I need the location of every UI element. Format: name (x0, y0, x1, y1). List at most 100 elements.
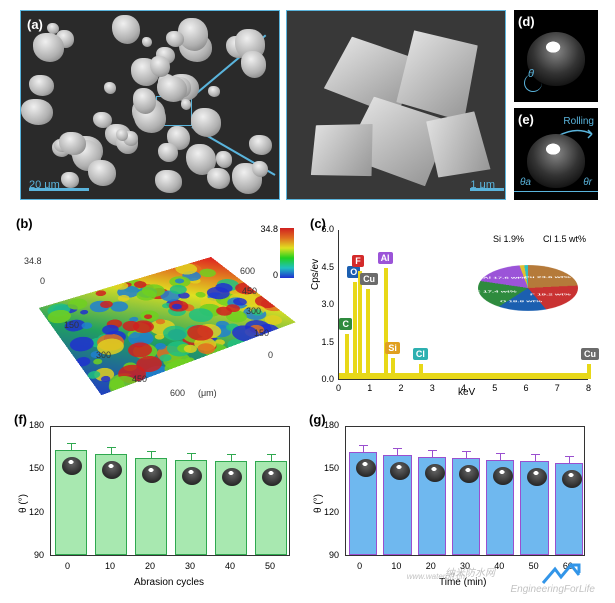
sem-particle (166, 31, 184, 47)
sem-particle (93, 112, 112, 128)
sem-particle (241, 51, 266, 77)
bar-ytick: 90 (34, 550, 44, 560)
pie-slice-label: O 18.8 wt% (500, 300, 542, 303)
afm-blob (74, 356, 92, 368)
panel-c-eds-spectrum: (c) COFCuAlSiClCu0.01.53.04.56.001234567… (308, 220, 598, 400)
watermark-url: www.wateroff.cn (407, 572, 465, 581)
afm-unit: (μm) (198, 388, 217, 398)
sem-particle (181, 99, 192, 110)
eds-peak-label: Cl (413, 348, 428, 360)
afm-tick: 0 (268, 350, 273, 360)
eds-xtick: 5 (492, 383, 497, 393)
afm-tick: 150 (64, 320, 79, 330)
bar (555, 463, 583, 555)
bar-ytick: 90 (329, 550, 339, 560)
eds-peak-label: Si (385, 342, 400, 354)
error-bar (231, 454, 232, 462)
error-bar (466, 451, 467, 459)
cb-max: 34.8 (260, 224, 278, 234)
error-bar (569, 456, 570, 464)
pie-slice-label: Cu 23.6 wt% (524, 276, 571, 279)
error-bar (397, 448, 398, 456)
eds-pie-chart: Cu 23.6 wt%F 19.2 wt%O 18.8 wt%C 17.4 wt… (478, 265, 578, 311)
sem-particle (33, 33, 64, 62)
droplet-inset-icon (142, 465, 162, 483)
eds-ytick: 0.0 (321, 374, 334, 384)
error-bar (432, 450, 433, 458)
droplet-inset-icon (562, 470, 582, 488)
eds-ytick: 4.5 (321, 262, 334, 272)
eds-peak-label: Cu (360, 273, 378, 285)
bar-xtick: 40 (225, 561, 235, 571)
chart-f-ylabel: θ (°) (18, 494, 29, 513)
eds-peak (366, 289, 370, 379)
eds-peak (391, 358, 395, 379)
water-droplet (527, 134, 585, 188)
bar (452, 458, 480, 555)
eds-peak-label: Cu (581, 348, 599, 360)
eds-ytick: 1.5 (321, 337, 334, 347)
eds-ylabel: Cps/ev (310, 259, 321, 290)
sem-particle (158, 143, 178, 162)
bar-xtick: 20 (426, 561, 436, 571)
panel-a-sem-high-mag: 1 μm (286, 10, 506, 200)
error-bar (271, 454, 272, 462)
eds-peak-label: F (352, 255, 364, 267)
droplet-inset-icon (493, 467, 513, 485)
afm-colorbar (280, 228, 294, 278)
panel-f-abrasion-chart: (f) 0102030405090120150180 θ (°) Abrasio… (14, 418, 299, 588)
sem-particle (29, 75, 54, 96)
eds-peak (353, 282, 357, 380)
bar (215, 461, 247, 555)
chart-g-ylabel: θ (°) (313, 494, 324, 513)
bar-ytick: 180 (29, 420, 44, 430)
bar-xtick: 10 (105, 561, 115, 571)
error-bar (500, 453, 501, 461)
chart-f-xlabel: Abrasion cycles (134, 577, 204, 588)
bar-xtick: 0 (357, 561, 362, 571)
droplet-inset-icon (222, 468, 242, 486)
watermark-en: EngineeringForLife (511, 584, 596, 595)
error-bar (111, 447, 112, 455)
theta-rec: θr (583, 177, 592, 188)
panel-label-d: (d) (518, 14, 535, 29)
pie-ext-si: Si 1.9% (493, 234, 524, 244)
sem-particle (142, 37, 152, 47)
error-bar (71, 443, 72, 451)
sem-particle (150, 56, 170, 77)
bar (55, 450, 87, 555)
bar-xtick: 10 (391, 561, 401, 571)
bar (383, 455, 411, 555)
bar-xtick: 50 (529, 561, 539, 571)
sem-particle (216, 151, 232, 167)
bar-ytick: 120 (324, 507, 339, 517)
eds-peak-label: Al (378, 252, 393, 264)
panel-label-b: (b) (16, 216, 33, 231)
bar-xtick: 50 (265, 561, 275, 571)
bar (520, 461, 548, 555)
eds-peak (419, 364, 423, 379)
afm-tick: 0 (40, 276, 45, 286)
afm-tick: 300 (96, 350, 111, 360)
bar-ytick: 180 (324, 420, 339, 430)
droplet-inset-icon (356, 459, 376, 477)
panel-label-c: (c) (310, 216, 326, 231)
afm-tick: 600 (170, 388, 185, 398)
afm-zlabel: 34.8 (24, 256, 42, 266)
afm-blob (94, 289, 108, 297)
droplet-inset-icon (527, 468, 547, 486)
sem-particle (249, 135, 272, 155)
bar (95, 454, 127, 555)
sem-particle (21, 99, 53, 125)
bar (349, 452, 377, 555)
afm-blob (67, 335, 97, 354)
eds-peak (587, 364, 591, 379)
bar (418, 457, 446, 555)
sem-particle (157, 76, 187, 102)
cb-min: 0 (273, 270, 278, 280)
panel-label-g: (g) (309, 412, 326, 427)
pie-slice-label: C 17.4 wt% (475, 290, 517, 293)
error-bar (363, 445, 364, 453)
afm-tick: 450 (132, 374, 147, 384)
eds-xtick: 2 (399, 383, 404, 393)
